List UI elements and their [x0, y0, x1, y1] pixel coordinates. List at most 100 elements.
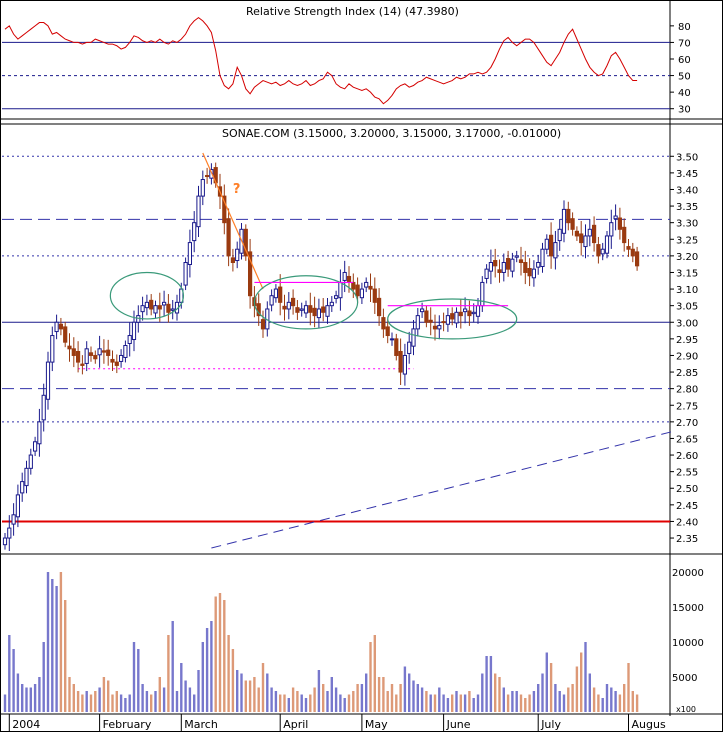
- volume-bar: [72, 684, 75, 712]
- volume-bar: [446, 698, 450, 712]
- candle: [93, 350, 98, 364]
- rsi-tick-label: 60: [678, 55, 691, 66]
- volume-bar: [631, 691, 634, 712]
- volume-bar: [442, 694, 445, 712]
- volume-bar: [451, 694, 454, 712]
- volume-bar: [420, 687, 424, 712]
- candle-body: [123, 345, 128, 358]
- volume-bar: [356, 684, 359, 712]
- volume-bar: [519, 694, 523, 712]
- candle-body: [596, 244, 601, 257]
- candle: [7, 515, 12, 551]
- candle: [67, 333, 72, 362]
- volume-bar: [352, 691, 355, 712]
- volume-bar: [16, 673, 20, 712]
- candle: [549, 222, 554, 269]
- candle: [415, 307, 420, 337]
- candle: [183, 257, 188, 291]
- candle-body: [192, 222, 197, 242]
- price-tick-label: 2.45: [676, 501, 698, 512]
- candle-body: [592, 224, 597, 244]
- candle: [101, 339, 107, 364]
- volume-bar: [184, 680, 187, 712]
- candle: [488, 249, 493, 285]
- candle: [450, 307, 455, 326]
- candle-body: [561, 208, 567, 234]
- month-label: March: [184, 718, 218, 731]
- volume-bar: [455, 691, 458, 712]
- volume-bar: [145, 691, 149, 712]
- volume-bar: [244, 680, 247, 712]
- consolidation-ellipse: [253, 275, 359, 330]
- candle: [84, 341, 89, 372]
- candle-body: [256, 303, 261, 317]
- candle: [506, 250, 511, 277]
- candle-body: [114, 361, 119, 366]
- volume-bar: [270, 687, 273, 712]
- candle: [76, 341, 81, 373]
- candle: [484, 264, 489, 284]
- candle-body: [295, 307, 300, 313]
- candle-body: [475, 305, 481, 317]
- volume-bar: [330, 677, 333, 712]
- candle: [561, 200, 567, 243]
- volume-bar: [274, 691, 278, 712]
- volume-bar: [365, 673, 368, 712]
- candle-body: [609, 222, 614, 237]
- price-tick-label: 3.15: [676, 268, 698, 279]
- volume-bar: [25, 687, 28, 712]
- volume-tick-label: 5000: [672, 673, 697, 684]
- candle: [475, 298, 481, 324]
- candle: [463, 297, 468, 324]
- volume-bar: [433, 694, 437, 712]
- candle-body: [600, 248, 605, 255]
- volume-bar: [111, 694, 114, 712]
- candle-body: [445, 315, 450, 325]
- volume-bar: [42, 642, 45, 712]
- volume-bar: [571, 684, 574, 712]
- volume-bar: [614, 691, 617, 712]
- candle: [140, 296, 145, 321]
- price-tick-label: 3.30: [676, 219, 698, 230]
- candle-body: [574, 230, 579, 237]
- candle: [566, 201, 571, 231]
- volume-bar: [562, 694, 566, 712]
- candle-body: [299, 308, 304, 311]
- price-tick-label: 2.60: [676, 451, 698, 462]
- volume-bar: [592, 687, 596, 712]
- volume-bar: [360, 684, 364, 712]
- candle: [303, 300, 309, 318]
- volume-bar: [154, 691, 157, 712]
- volume-bar: [528, 694, 531, 712]
- volume-bar: [180, 663, 183, 712]
- volume-bar: [399, 684, 402, 712]
- volume-bar: [580, 652, 583, 712]
- volume-bar: [584, 642, 587, 712]
- volume-bar: [296, 691, 299, 712]
- candle: [144, 294, 150, 316]
- candle: [54, 314, 59, 340]
- candle-body: [50, 335, 55, 363]
- price-tick-label: 2.35: [676, 534, 698, 545]
- volume-bar: [171, 621, 174, 712]
- volume-bar: [395, 694, 398, 712]
- volume-bar: [567, 687, 570, 712]
- candle-body: [420, 308, 425, 313]
- candle-body: [342, 271, 347, 281]
- volume-bar: [162, 687, 166, 712]
- candle-body: [24, 467, 29, 487]
- volume-bar: [223, 600, 226, 712]
- candle: [110, 350, 115, 372]
- candle: [226, 208, 231, 267]
- candle: [510, 252, 515, 278]
- volume-bar: [545, 652, 548, 712]
- volume-bar: [588, 673, 591, 712]
- candle-body: [450, 313, 455, 320]
- candle-body: [549, 234, 554, 257]
- candle: [114, 354, 119, 374]
- candle: [626, 238, 631, 257]
- volume-bar: [76, 691, 80, 712]
- volume-bar: [554, 684, 557, 712]
- candle-body: [325, 305, 330, 317]
- volume-bar: [481, 673, 484, 712]
